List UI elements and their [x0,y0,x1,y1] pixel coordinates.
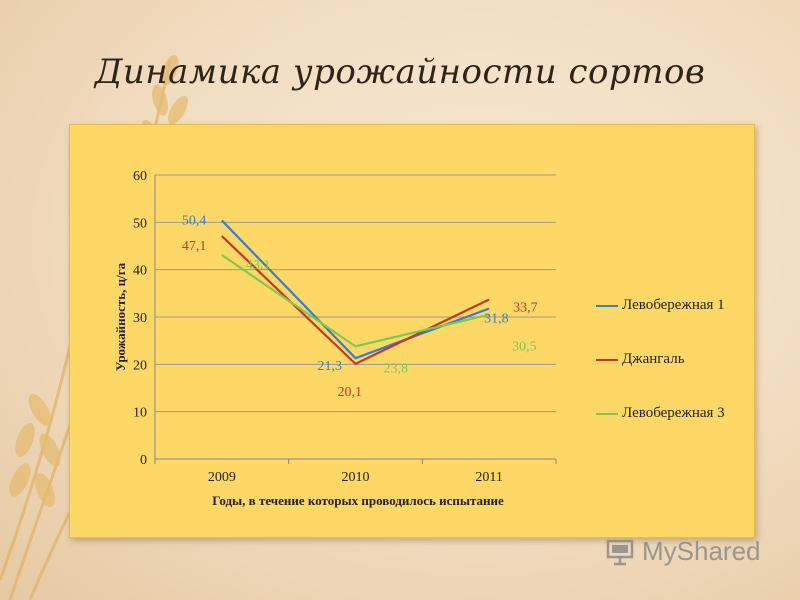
x-tick-label: 2011 [475,470,502,485]
legend-label-1: Левобережная 1 [622,297,725,313]
line-chart: 0 10 20 30 40 50 60 2009 2010 2011 50,4 21,3 31,8 47,… [113,169,557,508]
legend-item-3: Левобережная 3 [596,405,725,422]
wheat-decoration [0,54,232,600]
data-label: 33,7 [513,300,538,315]
series-line-1 [221,219,490,360]
y-tick-label: 0 [140,453,147,468]
legend-item-2: Джангаль [596,351,685,368]
data-label: 30,5 [512,340,537,355]
data-label: 43,1 [246,258,270,273]
legend-swatch-1 [596,304,618,307]
presentation-icon [606,539,634,565]
chart-panel: 0 10 20 30 40 50 60 2009 2010 2011 50,4 21,3 31,8 47,… [69,124,755,538]
data-label: 31,8 [484,311,509,326]
series-line-3 [221,254,490,348]
x-axis-title: Годы, в течение которых проводилось испы… [212,493,504,508]
y-tick-label: 30 [133,311,147,326]
data-label: 50,4 [182,213,207,228]
y-tick-label: 50 [133,216,147,231]
legend-label-3: Левобережная 3 [622,405,725,421]
legend-label-2: Джангаль [622,351,685,367]
x-tick-label: 2010 [342,470,370,485]
series-line-2 [221,235,490,366]
site-logo: MyShared [606,536,761,567]
slide-title: Динамика урожайности сортов [94,52,706,92]
y-tick-label: 10 [133,406,147,421]
plot-area: 0 10 20 30 40 50 60 2009 2010 2011 50,4 21,3 31,8 47,… [133,169,557,485]
legend-swatch-2 [596,358,618,361]
y-tick-label: 60 [133,169,147,184]
data-label: 21,3 [318,359,343,374]
y-tick-label: 20 [133,358,147,373]
y-axis-title: Урожайность, ц/га [113,262,128,371]
y-tick-label: 40 [133,264,147,279]
legend-swatch-3 [596,412,618,415]
legend-item-1: Левобережная 1 [596,297,725,314]
data-label: 20,1 [338,385,363,400]
x-tick-label: 2009 [208,470,236,485]
data-label: 23,8 [384,361,409,376]
data-label: 47,1 [182,239,207,254]
logo-text: MyShared [642,536,761,566]
